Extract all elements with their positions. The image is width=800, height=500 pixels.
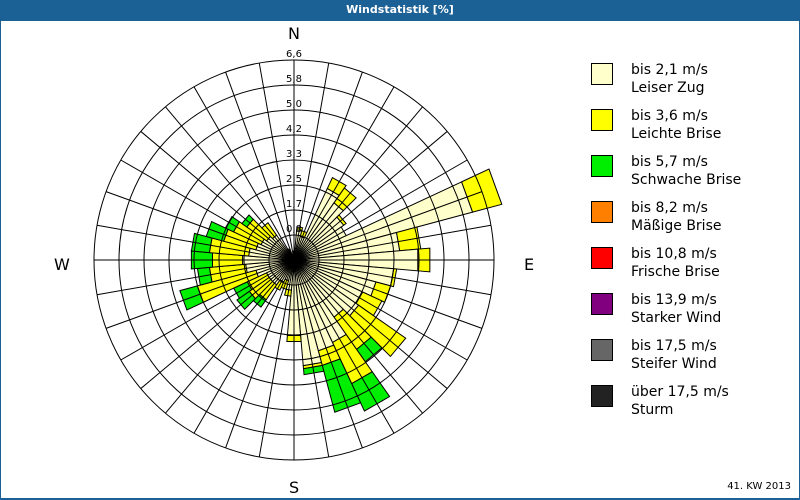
legend-swatch (591, 201, 613, 223)
chart-panel: 0,8 1,7 2,5 3,3 4,2 5,0 5,8 6,6 N E S W bis 2,1… (1, 21, 799, 498)
ring-label: 4,2 (286, 124, 302, 135)
legend-label: bis 17,5 m/s Steifer Wind (631, 338, 717, 372)
grid-spoke (293, 259, 363, 449)
grid-spoke (225, 259, 295, 449)
grid-spoke (225, 71, 295, 261)
grid-spoke (140, 259, 295, 389)
grid-spoke (105, 259, 295, 329)
grid-spoke (293, 224, 492, 261)
legend-label: bis 13,9 m/s Starker Wind (631, 292, 722, 326)
compass-w: W (54, 255, 70, 274)
legend-label: bis 5,7 m/s Schwache Brise (631, 154, 742, 188)
grid-spoke (258, 259, 295, 458)
grid-spoke (96, 259, 295, 296)
grid-spoke (293, 259, 395, 434)
grid-spoke (105, 191, 295, 261)
legend-swatch (591, 155, 613, 177)
grid-spoke (165, 259, 295, 414)
ring-label: 2,5 (286, 174, 302, 185)
legend-swatch (591, 63, 613, 85)
grid-spoke (293, 191, 483, 261)
grid-spoke (193, 86, 295, 261)
grid-spoke (293, 86, 395, 261)
grid-spoke (293, 259, 423, 414)
legend-swatch (591, 109, 613, 131)
grid-spoke (293, 71, 363, 261)
grid-spoke (120, 259, 295, 361)
ring-label: 3,3 (286, 149, 302, 160)
grid-spoke (140, 131, 295, 261)
legend-label: bis 2,1 m/s Leiser Zug (631, 62, 708, 96)
center-dot (288, 254, 300, 266)
ring-label: 6,6 (286, 49, 302, 60)
grid-spoke (293, 106, 423, 261)
grid-spoke (96, 224, 295, 261)
legend-swatch (591, 339, 613, 361)
legend-label: bis 10,8 m/s Frische Brise (631, 246, 720, 280)
legend-label: über 17,5 m/s Sturm (631, 384, 729, 418)
legend-swatch (591, 385, 613, 407)
legend-label: bis 8,2 m/s Mäßige Brise (631, 200, 722, 234)
grid-spoke (293, 259, 483, 329)
footer-week: 41. KW 2013 (727, 481, 791, 492)
grid-spoke (293, 259, 448, 389)
compass-s: S (289, 478, 300, 497)
compass-e: E (524, 255, 535, 274)
ring-label: 1,7 (286, 199, 302, 210)
ring-label: 5,0 (286, 99, 302, 110)
grid-spoke (120, 159, 295, 261)
compass-n: N (288, 24, 300, 43)
grid-spoke (293, 259, 492, 296)
grid-spoke (293, 159, 468, 261)
ring-label: 0,8 (286, 224, 302, 235)
legend-swatch (591, 247, 613, 269)
grid-spoke (165, 106, 295, 261)
grid-spoke (193, 259, 295, 434)
grid-spoke (293, 259, 330, 458)
legend-label: bis 3,6 m/s Leichte Brise (631, 108, 722, 142)
legend-swatch (591, 293, 613, 315)
wind-rose: 0,8 1,7 2,5 3,3 4,2 5,0 5,8 6,6 (93, 49, 503, 461)
grid-spoke (293, 259, 468, 361)
grid-spoke (293, 131, 448, 261)
grid-spoke (258, 62, 295, 261)
ring-label: 5,8 (286, 74, 302, 85)
grid-spoke (293, 62, 330, 261)
chart-title: Windstatistik [%] (0, 0, 800, 20)
